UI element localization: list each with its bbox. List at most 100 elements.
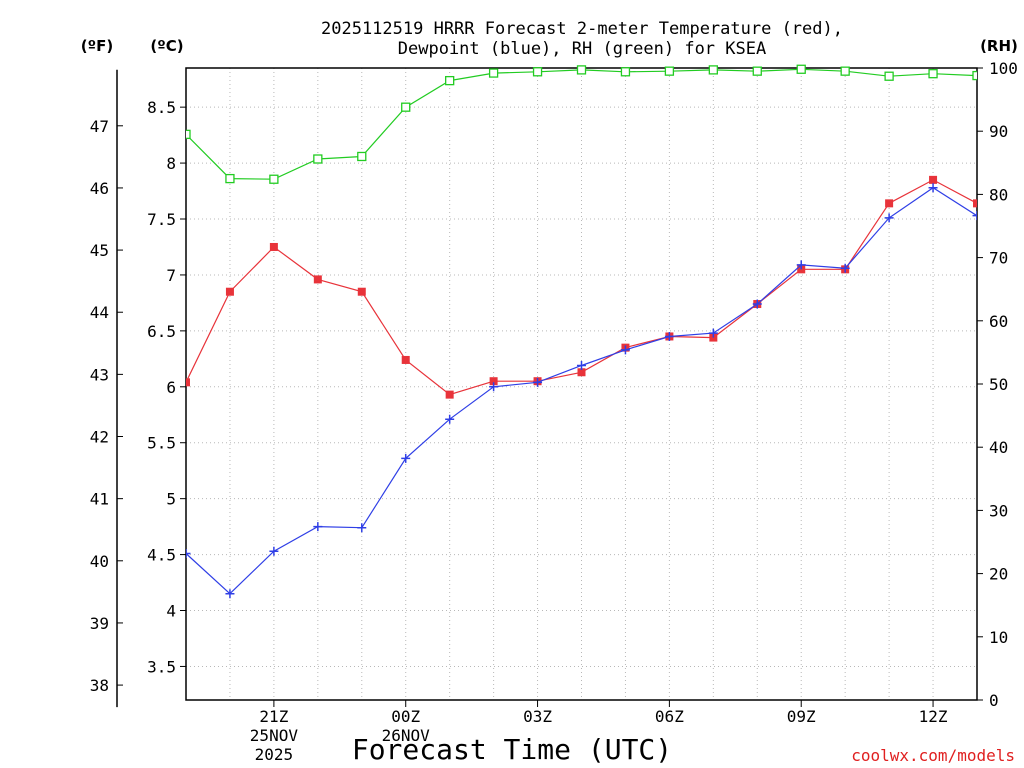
fahrenheit-tick-label: 46 xyxy=(90,179,109,198)
x-tick-label: 06Z xyxy=(655,707,684,726)
temperature-point xyxy=(445,390,454,399)
rh-tick-label: 40 xyxy=(989,438,1008,457)
rh-tick-label: 60 xyxy=(989,312,1008,331)
rh-point xyxy=(269,174,279,184)
x-tick-label: 03Z xyxy=(523,707,552,726)
rh-point xyxy=(357,151,367,162)
dewpoint-point xyxy=(269,546,279,556)
fahrenheit-tick-label: 38 xyxy=(90,676,109,695)
temperature-point xyxy=(357,287,366,296)
celsius-tick-label: 5.5 xyxy=(147,434,176,453)
celsius-tick-label: 8 xyxy=(166,154,176,173)
axes: 3.5 4 4.5 5 5.5 6 6.5 7 7.5 8 8.5 38 39 40 41 42 43 44 45 4… xyxy=(90,59,1018,764)
celsius-tick-label: 4 xyxy=(166,602,176,621)
dewpoint-point xyxy=(796,260,806,270)
fahrenheit-axis-header: (ºF) xyxy=(81,37,113,55)
chart-title-line2: Dewpoint (blue), RH (green) for KSEA xyxy=(398,39,766,59)
rh-tick-label: 20 xyxy=(989,565,1008,584)
temperature-point xyxy=(973,199,977,208)
dewpoint-point xyxy=(708,328,718,338)
rh-point xyxy=(225,173,235,184)
celsius-axis-header: (ºC) xyxy=(150,37,183,55)
x-axis-title: Forecast Time (UTC) xyxy=(352,733,672,766)
dewpoint-point xyxy=(357,523,367,533)
celsius-tick-label: 6 xyxy=(166,378,176,397)
rh-point xyxy=(664,66,675,76)
dewpoint-point xyxy=(445,414,455,424)
fahrenheit-tick-label: 47 xyxy=(90,117,109,136)
rh-point xyxy=(186,129,191,140)
rh-point xyxy=(620,67,631,77)
series-clip-group xyxy=(186,64,977,599)
temperature-point xyxy=(225,287,234,296)
rh-tick-label: 0 xyxy=(989,691,999,710)
rh-point xyxy=(972,70,977,81)
temperature-point xyxy=(269,242,278,251)
fahrenheit-tick-label: 44 xyxy=(90,303,109,322)
temperature-point xyxy=(489,377,498,386)
rh-point xyxy=(840,66,850,76)
fahrenheit-tick-label: 42 xyxy=(90,428,109,447)
dewpoint-point xyxy=(664,331,674,341)
rh-point xyxy=(576,65,587,75)
dewpoint-point xyxy=(752,299,762,309)
x-tick-label: 21Z xyxy=(259,707,288,726)
rh-point xyxy=(488,68,499,78)
celsius-tick-label: 6.5 xyxy=(147,322,176,341)
rh-point xyxy=(752,66,762,76)
dewpoint-point xyxy=(840,263,850,273)
dewpoint-point xyxy=(928,183,938,193)
dewpoint-point xyxy=(313,522,323,532)
rh-point xyxy=(313,154,323,164)
dewpoint-point xyxy=(225,589,235,599)
chart-title-line1: 2025112519 HRRR Forecast 2-meter Tempera… xyxy=(321,19,843,39)
celsius-tick-label: 5 xyxy=(166,490,176,509)
x-tick-label: 09Z xyxy=(787,707,816,726)
dewpoint-point xyxy=(489,382,499,392)
celsius-tick-label: 8.5 xyxy=(147,98,176,117)
x-tick-label: 12Z xyxy=(919,707,948,726)
x-tick-date: 25NOV xyxy=(250,726,299,745)
temperature-point xyxy=(186,378,190,387)
dewpoint-point xyxy=(533,377,543,387)
series-layer xyxy=(186,64,977,599)
fahrenheit-tick-label: 39 xyxy=(90,614,109,633)
x-tick-year: 2025 xyxy=(255,745,294,764)
temperature-point xyxy=(313,275,322,284)
dewpoint-point xyxy=(972,211,977,221)
site-credit: coolwx.com/models xyxy=(851,746,1015,765)
rh-point xyxy=(445,75,455,86)
rh-point xyxy=(532,67,543,77)
rh-point xyxy=(884,71,894,81)
x-tick-date: 26NOV xyxy=(382,726,431,745)
rh-tick-label: 80 xyxy=(989,185,1008,204)
dewpoint-point xyxy=(884,213,894,223)
rh-tick-label: 30 xyxy=(989,501,1008,520)
rh-point xyxy=(928,69,938,79)
dewpoint-point xyxy=(577,361,586,371)
rh-point xyxy=(401,102,411,112)
rh-tick-label: 100 xyxy=(989,59,1018,78)
grid-lines xyxy=(185,68,978,700)
fahrenheit-tick-label: 43 xyxy=(90,365,109,384)
temperature-point xyxy=(401,355,410,364)
x-tick-label: 00Z xyxy=(391,707,420,726)
celsius-tick-label: 4.5 xyxy=(147,546,176,565)
rh-tick-label: 50 xyxy=(989,375,1008,394)
rh-point xyxy=(796,64,806,74)
temperature-point xyxy=(885,199,894,208)
celsius-tick-label: 3.5 xyxy=(147,657,176,676)
rh-tick-label: 10 xyxy=(989,628,1008,647)
rh-tick-label: 70 xyxy=(989,249,1008,268)
fahrenheit-tick-label: 45 xyxy=(90,241,109,260)
celsius-tick-label: 7 xyxy=(166,266,176,285)
dewpoint-point xyxy=(401,453,411,463)
rh-tick-label: 90 xyxy=(989,122,1008,141)
celsius-tick-label: 7.5 xyxy=(147,210,176,229)
rh-axis-header: (RH) xyxy=(980,37,1018,55)
temperature-point xyxy=(577,368,586,377)
rh-point xyxy=(708,65,718,75)
temperature-point xyxy=(929,175,938,184)
fahrenheit-tick-label: 40 xyxy=(90,552,109,571)
